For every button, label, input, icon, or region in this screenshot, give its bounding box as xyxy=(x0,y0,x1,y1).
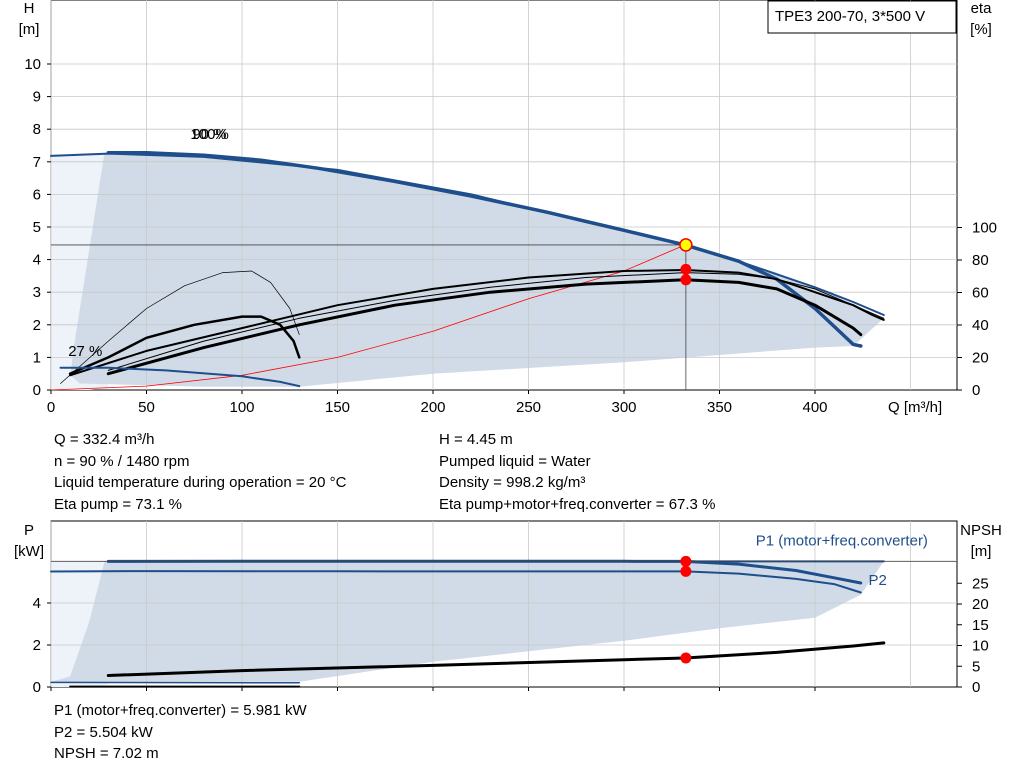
operating-point xyxy=(680,555,692,567)
series-h90 xyxy=(50,152,885,316)
operating-point xyxy=(680,565,692,577)
y-right-axis-unit: [m] xyxy=(971,543,992,560)
annotation: P1 (motor+freq.converter) xyxy=(756,532,928,549)
y-right-tick-label: 100 xyxy=(972,220,997,237)
y-right-tick-label: 0 xyxy=(972,679,980,696)
info-top-left: Q = 332.4 m³/h n = 90 % / 1480 rpm Liqui… xyxy=(54,429,346,515)
x-tick-label: 100 xyxy=(229,399,254,416)
info-speed: n = 90 % / 1480 rpm xyxy=(54,452,190,470)
title-box-label: TPE3 200-70, 3*500 V xyxy=(775,8,925,25)
y-left-tick-label: 10 xyxy=(24,56,41,73)
qh-chart: 0 50 100 150 200 250 300 350 400 Q [m³/h]01234567… xyxy=(19,0,997,416)
annotation: 27 % xyxy=(68,343,102,360)
y-right-tick-label: 80 xyxy=(972,252,989,269)
y-right-tick-label: 20 xyxy=(972,350,989,367)
y-left-tick-label: 4 xyxy=(33,595,41,612)
y-left-axis-label: P xyxy=(24,522,34,539)
operating-point xyxy=(680,652,692,664)
y-left-tick-label: 3 xyxy=(33,284,41,301)
power-chart: 0 2 4 P [kW] 0 5 10 15 20 25 NPSH [m] P1 (motor+freq.… xyxy=(14,520,1002,696)
info-p2: P2 = 5.504 kW xyxy=(54,723,153,741)
duty-point xyxy=(679,238,693,252)
x-tick-label: 150 xyxy=(325,399,350,416)
operating-area xyxy=(70,152,884,387)
annotation: 100% xyxy=(190,126,228,143)
y-right-tick-label: 60 xyxy=(972,285,989,302)
y-right-axis-unit: [%] xyxy=(970,21,992,38)
y-right-axis-label: eta xyxy=(971,0,993,17)
y-right-tick-label: 5 xyxy=(972,658,980,675)
y-left-tick-label: 2 xyxy=(33,637,41,654)
series-eta_mid xyxy=(68,315,301,375)
series-eta_thin xyxy=(60,270,300,384)
y-right-tick-label: 20 xyxy=(972,596,989,613)
info-liquid-temp: Liquid temperature during operation = 20… xyxy=(54,474,347,491)
y-left-tick-label: 0 xyxy=(33,679,41,696)
info-density: Density = 998.2 kg/m³ xyxy=(439,474,586,491)
series-npsh xyxy=(106,641,886,677)
y-left-axis-label: H xyxy=(24,0,35,17)
y-left-tick-label: 1 xyxy=(33,349,41,366)
y-left-tick-label: 8 xyxy=(33,121,41,138)
y-left-axis-unit: [m] xyxy=(19,21,40,38)
x-tick-label: 400 xyxy=(802,399,827,416)
operating-area xyxy=(51,561,884,682)
info-head: H = 4.45 m xyxy=(439,431,513,448)
series-eta100b xyxy=(106,278,863,376)
y-left-tick-label: 9 xyxy=(33,89,41,106)
y-left-tick-label: 0 xyxy=(33,382,41,399)
x-tick-label: 200 xyxy=(420,399,445,416)
x-tick-label: 50 xyxy=(138,399,155,416)
x-tick-label: 300 xyxy=(611,399,636,416)
info-p1: P1 (motor+freq.converter) = 5.981 kW xyxy=(54,702,307,719)
y-right-tick-label: 0 xyxy=(972,382,980,399)
annotation: P2 xyxy=(868,572,886,589)
y-left-tick-label: 6 xyxy=(33,186,41,203)
x-axis-label: Q [m³/h] xyxy=(888,399,942,416)
info-flow: Q = 332.4 m³/h xyxy=(54,431,155,448)
x-tick-label: 250 xyxy=(516,399,541,416)
info-eta-total: Eta pump+motor+freq.converter = 67.3 % xyxy=(439,495,716,513)
eta-point xyxy=(680,274,692,286)
title-box: TPE3 200-70, 3*500 V xyxy=(767,0,957,34)
y-right-tick-label: 10 xyxy=(972,638,989,655)
info-top-right: H = 4.45 m Pumped liquid = Water Density… xyxy=(439,429,715,515)
info-bottom: P1 (motor+freq.converter) = 5.981 kW P2 … xyxy=(54,700,307,765)
series-eta_outer xyxy=(107,272,885,371)
y-left-tick-label: 4 xyxy=(33,252,41,269)
info-eta-pump: Eta pump = 73.1 % xyxy=(54,495,182,513)
y-left-tick-label: 7 xyxy=(33,154,41,171)
y-left-tick-label: 2 xyxy=(33,317,41,334)
series-eta100a xyxy=(69,269,885,377)
y-right-tick-label: 40 xyxy=(972,317,989,334)
x-tick-label: 0 xyxy=(47,399,55,416)
series-system xyxy=(50,244,686,391)
y-right-axis-label: NPSH xyxy=(960,522,1002,539)
info-pumped-liquid: Pumped liquid = Water xyxy=(439,452,591,470)
y-left-tick-label: 5 xyxy=(33,219,41,236)
info-npsh: NPSH = 7.02 m xyxy=(54,745,159,762)
y-right-tick-label: 25 xyxy=(972,575,989,592)
annotation: 90 % xyxy=(192,126,226,143)
y-left-axis-unit: [kW] xyxy=(14,543,44,560)
x-tick-label: 350 xyxy=(707,399,732,416)
series-npsh_low xyxy=(59,366,301,388)
y-right-tick-label: 15 xyxy=(972,617,989,634)
eta-point xyxy=(680,263,692,275)
